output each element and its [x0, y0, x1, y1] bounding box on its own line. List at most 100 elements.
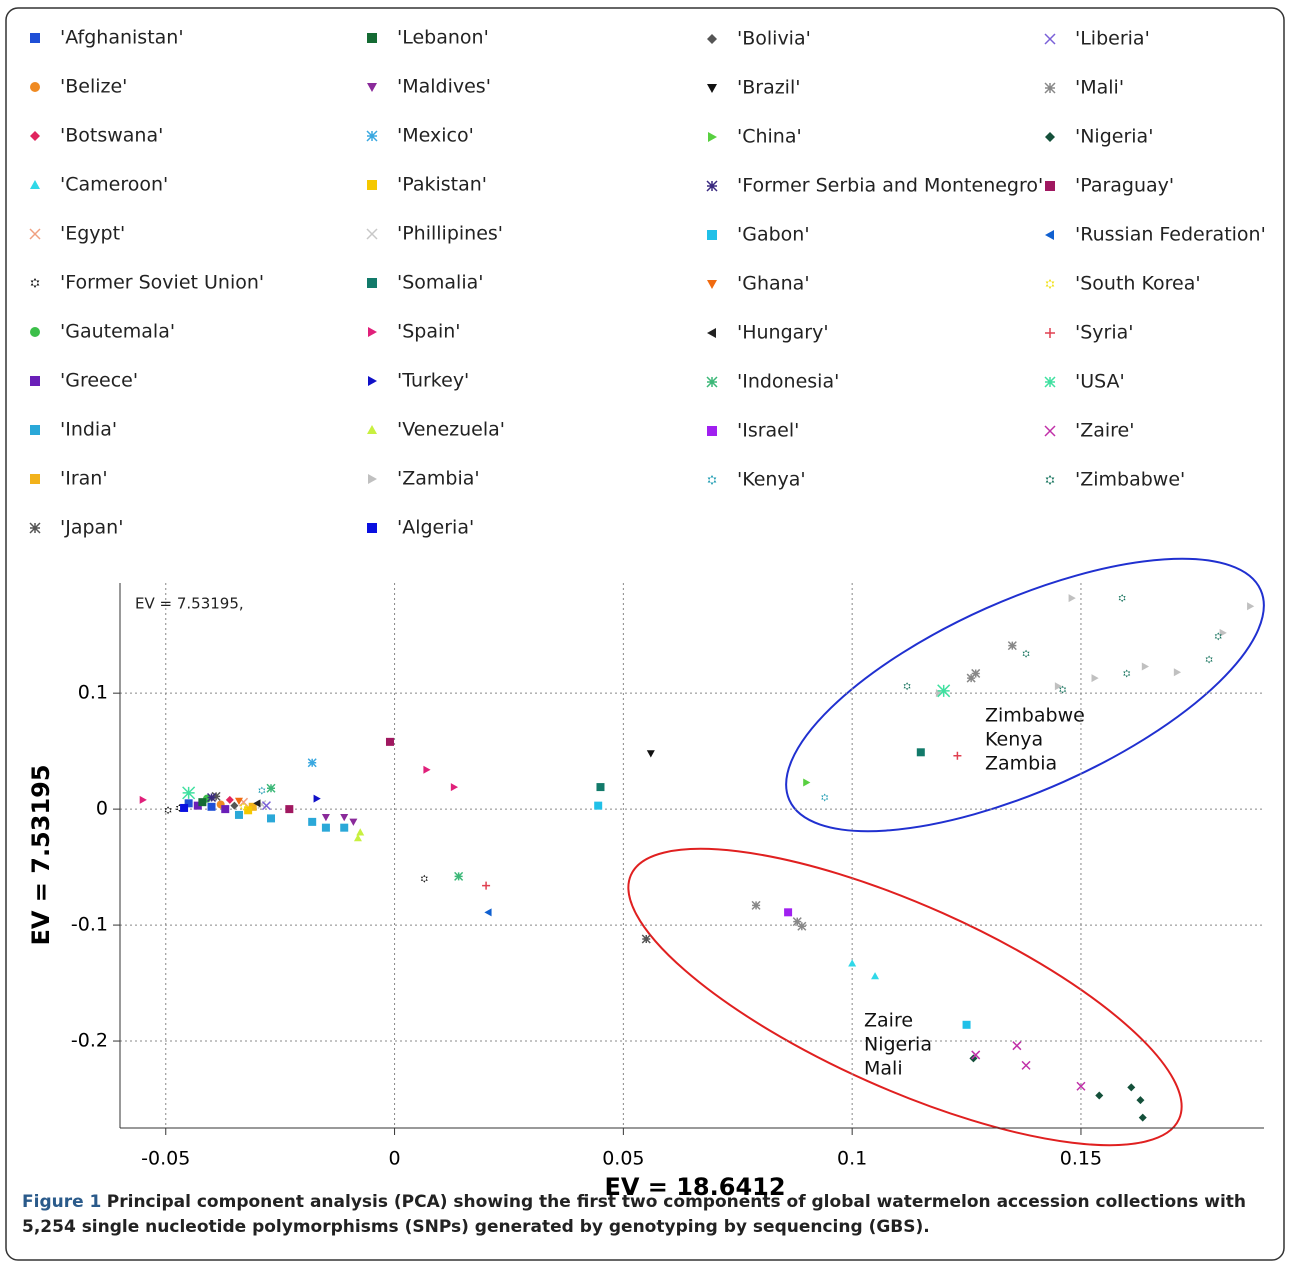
point: [454, 871, 464, 881]
point: [340, 814, 349, 822]
point: [285, 805, 294, 814]
legend-marker: [367, 425, 377, 434]
point: [953, 751, 962, 760]
legend-label: 'India': [60, 419, 117, 441]
legend-label: 'Paraguay': [1075, 175, 1174, 197]
point: [784, 908, 793, 917]
point: [962, 1020, 971, 1029]
legend-label: 'Somalia': [397, 272, 483, 294]
legend-label: 'China': [737, 126, 802, 148]
legend-marker: [706, 180, 718, 192]
legend-label: 'Egypt': [60, 223, 125, 245]
point: [1012, 1041, 1022, 1051]
point: [641, 934, 651, 944]
point: [1127, 1083, 1136, 1092]
cluster-ellipse: [627, 847, 1183, 1147]
legend-marker: [706, 376, 718, 388]
legend-label: 'Gautemala': [60, 321, 175, 343]
legend-marker: [707, 426, 717, 436]
legend-marker: [367, 180, 377, 190]
point: [971, 668, 981, 678]
y-tick-label: 0.1: [78, 682, 108, 704]
point: [1021, 1060, 1031, 1070]
y-tick-label: -0.1: [71, 914, 108, 936]
point: [1123, 669, 1131, 678]
point: [182, 786, 196, 800]
legend-label: 'South Korea': [1075, 273, 1201, 295]
point: [234, 797, 243, 805]
point: [308, 817, 317, 826]
x-tick-label: -0.05: [141, 1148, 190, 1170]
point: [206, 792, 217, 803]
point: [848, 959, 857, 967]
legend-label: 'Cameroon': [60, 174, 168, 196]
legend-marker: [30, 327, 40, 337]
point: [321, 814, 330, 822]
legend-marker: [707, 230, 717, 240]
point: [596, 783, 605, 792]
legend-label: 'Zimbabwe': [1075, 469, 1185, 491]
point: [240, 802, 248, 811]
point: [139, 795, 147, 804]
cluster-ellipse: [785, 557, 1265, 833]
annotation: Nigeria: [864, 1034, 932, 1056]
legend-marker: [30, 474, 40, 484]
point: [916, 748, 925, 757]
legend-label: 'Kenya': [737, 469, 806, 491]
point: [349, 818, 358, 826]
point: [234, 810, 243, 819]
legend-marker: [367, 83, 377, 92]
point: [937, 684, 951, 698]
point: [423, 765, 431, 774]
point: [1054, 682, 1063, 691]
point: [267, 814, 276, 823]
annotation: Zimbabwe: [985, 705, 1085, 727]
legend-label: 'Gabon': [737, 224, 810, 246]
point: [646, 750, 655, 758]
legend-label: 'Russian Federation': [1075, 224, 1266, 246]
y-axis-label: EV = 7.53195: [27, 764, 55, 945]
x-tick-label: 0.1: [837, 1148, 867, 1170]
legend-label: 'Indonesia': [737, 371, 839, 393]
legend-marker: [30, 278, 40, 288]
point: [313, 794, 321, 803]
point: [1007, 641, 1017, 651]
x-tick-label: 0.05: [602, 1148, 644, 1170]
x-tick-label: 0: [389, 1148, 401, 1170]
point: [484, 908, 492, 917]
legend-marker: [1045, 475, 1055, 485]
point: [792, 917, 802, 927]
legend-marker: [707, 34, 717, 44]
legend-marker: [30, 376, 40, 386]
point: [225, 795, 234, 804]
x-axis-label: EV = 18.6412: [604, 1173, 785, 1201]
legend-label: 'Israel': [737, 420, 799, 442]
point: [450, 783, 459, 792]
legend-label: 'Maldives': [397, 76, 491, 98]
legend-marker: [30, 180, 40, 189]
point: [258, 786, 266, 795]
point: [207, 802, 216, 811]
legend-marker: [1045, 230, 1054, 240]
legend-label: 'Turkey': [397, 370, 469, 392]
point: [198, 798, 207, 807]
point: [971, 1050, 981, 1060]
y-tick-label: 0: [96, 798, 108, 820]
legend-marker: [367, 33, 377, 43]
point: [184, 799, 193, 808]
legend-marker: [30, 425, 40, 435]
legend-label: 'Mali': [1075, 77, 1124, 99]
annotation: Zambia: [985, 753, 1057, 775]
legend-marker: [30, 82, 40, 92]
legend-marker: [366, 130, 378, 142]
legend-label: 'Syria': [1075, 322, 1133, 344]
point: [193, 801, 202, 810]
point: [356, 828, 365, 836]
point: [1205, 655, 1213, 664]
point: [385, 737, 394, 746]
legend-label: 'Liberia': [1075, 28, 1150, 50]
point: [261, 801, 271, 811]
legend-label: 'Mexico': [397, 125, 474, 147]
point: [340, 823, 349, 832]
